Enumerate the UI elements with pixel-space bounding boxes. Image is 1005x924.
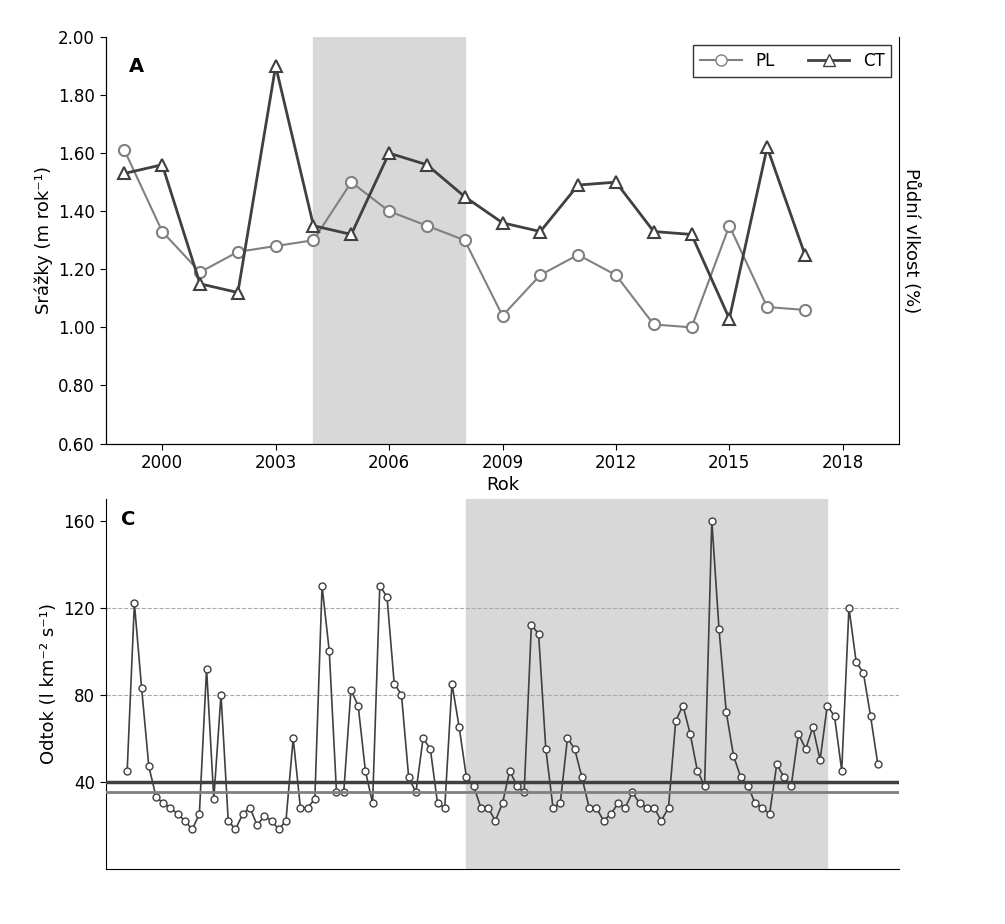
- Legend: PL, CT: PL, CT: [693, 45, 891, 77]
- Y-axis label: Srážky (m rok⁻¹): Srážky (m rok⁻¹): [34, 166, 52, 314]
- Y-axis label: Půdní vlkost (%): Půdní vlkost (%): [902, 167, 921, 313]
- Text: C: C: [122, 510, 136, 529]
- Y-axis label: Odtok (l km⁻² s⁻¹): Odtok (l km⁻² s⁻¹): [40, 603, 58, 764]
- Text: A: A: [130, 57, 145, 77]
- Bar: [466, 499, 827, 869]
- Bar: [314, 37, 464, 444]
- Text: Rok: Rok: [486, 476, 519, 494]
